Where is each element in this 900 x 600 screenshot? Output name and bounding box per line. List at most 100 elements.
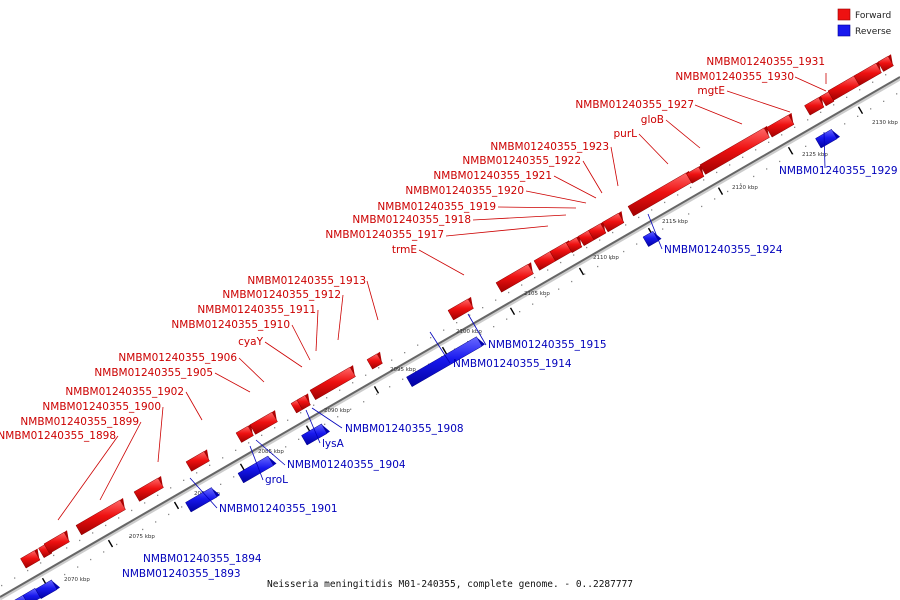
forward-gene-box[interactable] [602, 212, 625, 233]
minor-tick [389, 386, 391, 388]
gene-label-reverse[interactable]: NMBM01240355_1894 [143, 553, 262, 565]
forward-gene-box[interactable] [43, 531, 70, 554]
minor-tick [872, 81, 874, 83]
leader-line-forward [582, 160, 603, 194]
forward-gene-box[interactable] [75, 499, 126, 536]
gene-label-forward[interactable]: NMBM01240355_1900 [42, 401, 161, 413]
forward-gene-box[interactable] [588, 223, 607, 241]
forward-gene-box[interactable] [686, 166, 705, 184]
minor-tick [690, 186, 692, 189]
legend-forward-swatch [837, 8, 851, 21]
leader-line-forward [694, 104, 743, 125]
gene-label-forward[interactable]: mgtE [697, 85, 725, 97]
forward-gene-box[interactable] [877, 55, 894, 72]
gene-label-forward[interactable]: cyaY [238, 336, 263, 348]
forward-gene-box[interactable] [853, 62, 882, 86]
gene-label-forward[interactable]: NMBM01240355_1906 [118, 352, 237, 364]
gene-label-forward[interactable]: NMBM01240355_1905 [94, 367, 213, 379]
forward-gene-box[interactable] [766, 114, 795, 138]
major-tick [578, 267, 585, 276]
gene-label-reverse[interactable]: NMBM01240355_1924 [664, 244, 783, 256]
gene-label-reverse[interactable]: lysA [322, 438, 345, 450]
gene-label-forward[interactable]: NMBM01240355_1913 [247, 275, 366, 287]
minor-tick [326, 397, 328, 399]
gene-label-forward[interactable]: NMBM01240355_1918 [352, 214, 471, 226]
gene-label-forward[interactable]: trmE [392, 244, 417, 256]
gene-label-reverse[interactable]: NMBM01240355_1915 [488, 339, 607, 351]
minor-tick [456, 322, 458, 324]
gene-label-reverse[interactable]: NMBM01240355_1904 [287, 459, 406, 471]
gene-label-forward[interactable]: NMBM01240355_1898 [0, 430, 116, 442]
gene-label-forward[interactable]: NMBM01240355_1911 [197, 304, 316, 316]
minor-tick [77, 566, 79, 568]
forward-gene-box[interactable] [827, 75, 860, 101]
minor-tick [532, 303, 534, 305]
gene-label-forward[interactable]: NMBM01240355_1902 [65, 386, 184, 398]
minor-tick [495, 299, 497, 301]
gene-label-forward[interactable]: NMBM01240355_1919 [377, 201, 496, 213]
tick-label: 2130 kbp [872, 120, 898, 126]
forward-gene-box[interactable] [235, 425, 254, 443]
gene-label-reverse[interactable]: NMBM01240355_1908 [345, 423, 464, 435]
forward-gene-box[interactable] [249, 411, 278, 435]
gene-label-forward[interactable]: NMBM01240355_1927 [575, 99, 694, 111]
minor-tick [805, 145, 807, 147]
gene-label-forward[interactable]: NMBM01240355_1917 [325, 229, 444, 241]
gene-label-forward[interactable]: NMBM01240355_1920 [405, 185, 524, 197]
forward-gene-box[interactable] [549, 241, 572, 262]
forward-gene-box[interactable] [296, 395, 311, 410]
reverse-gene-box[interactable] [815, 128, 838, 149]
legend: Forward Reverse [837, 8, 892, 37]
reverse-gene-box[interactable] [237, 455, 274, 484]
reverse-gene-box[interactable] [5, 594, 29, 600]
leader-line-forward [57, 435, 119, 521]
gene-label-forward[interactable]: NMBM01240355_1922 [462, 155, 581, 167]
gene-label-reverse[interactable]: NMBM01240355_1914 [453, 358, 572, 370]
minor-tick [560, 261, 562, 264]
gene-label-forward[interactable]: NMBM01240355_1912 [222, 289, 341, 301]
minor-tick [248, 442, 250, 444]
gene-label-forward[interactable]: purL [614, 128, 638, 140]
major-tick [717, 187, 724, 195]
minor-tick [79, 539, 81, 542]
minor-tick [40, 562, 42, 564]
genome-axis [0, 76, 900, 600]
gene-label-forward[interactable]: NMBM01240355_1899 [20, 416, 139, 428]
gene-label-reverse[interactable]: NMBM01240355_1901 [219, 503, 338, 515]
forward-gene-box[interactable] [804, 97, 825, 116]
minor-tick [807, 119, 809, 121]
minor-tick [558, 288, 560, 290]
gene-label-reverse[interactable]: groL [265, 474, 288, 486]
minor-tick [300, 412, 302, 414]
backbone [0, 76, 900, 598]
minor-tick [688, 213, 690, 215]
leader-line-forward [665, 119, 701, 149]
forward-gene-box[interactable] [185, 451, 210, 472]
minor-tick [155, 521, 157, 523]
forward-gene-box[interactable] [366, 353, 383, 370]
minor-tick [753, 175, 755, 178]
forward-gene-box[interactable] [309, 366, 356, 401]
reverse-gene-box[interactable] [35, 579, 58, 600]
minor-tick [766, 168, 768, 170]
gene-label-reverse[interactable]: NMBM01240355_1893 [122, 568, 241, 580]
reverse-gene-box[interactable] [406, 336, 483, 388]
gene-label-forward[interactable]: NMBM01240355_1921 [433, 170, 552, 182]
forward-gene-box[interactable] [133, 477, 164, 502]
gene-label-reverse[interactable]: NMBM01240355_1929 [779, 165, 898, 177]
forward-gene-box[interactable] [495, 263, 534, 293]
forward-gene-box[interactable] [627, 172, 692, 217]
gene-label-forward[interactable]: gloB [641, 114, 664, 126]
forward-gene-box[interactable] [20, 550, 41, 569]
forward-gene-box[interactable] [566, 237, 583, 254]
gene-label-forward[interactable]: NMBM01240355_1923 [490, 141, 609, 153]
minor-tick [363, 401, 365, 403]
gene-label-forward[interactable]: NMBM01240355_1931 [706, 56, 825, 68]
gene-label-forward[interactable]: NMBM01240355_1930 [675, 71, 794, 83]
forward-gene-box[interactable] [447, 298, 474, 321]
gene-label-forward[interactable]: NMBM01240355_1910 [171, 319, 290, 331]
leader-line-forward [214, 372, 251, 393]
forward-gene-box[interactable] [699, 127, 770, 175]
reverse-gene-box[interactable] [301, 423, 328, 446]
